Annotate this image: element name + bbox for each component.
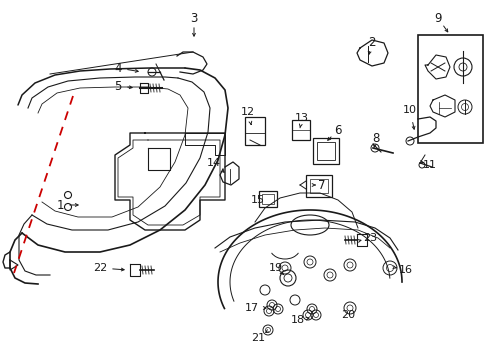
Text: 21: 21 — [250, 333, 264, 343]
Text: 11: 11 — [422, 160, 436, 170]
Text: 7: 7 — [318, 179, 325, 192]
Text: 13: 13 — [294, 113, 308, 123]
Text: 8: 8 — [371, 131, 379, 144]
Bar — [316, 142, 334, 160]
Bar — [262, 194, 273, 204]
Text: 10: 10 — [402, 105, 416, 115]
Text: 17: 17 — [244, 303, 259, 313]
Text: 15: 15 — [250, 195, 264, 205]
Bar — [305, 175, 331, 197]
Bar — [309, 179, 327, 193]
Text: 12: 12 — [241, 107, 255, 117]
Text: 2: 2 — [367, 36, 375, 49]
Text: 4: 4 — [114, 62, 122, 75]
Text: 1: 1 — [56, 198, 63, 212]
Bar — [291, 120, 309, 140]
Text: 19: 19 — [268, 263, 283, 273]
Text: 20: 20 — [340, 310, 354, 320]
Text: 6: 6 — [334, 123, 341, 136]
Text: 18: 18 — [290, 315, 305, 325]
Bar — [259, 191, 276, 207]
Text: 5: 5 — [114, 80, 122, 93]
Text: 9: 9 — [433, 12, 441, 24]
Text: 23: 23 — [362, 233, 376, 243]
Text: 16: 16 — [398, 265, 412, 275]
Text: 14: 14 — [206, 158, 221, 168]
Bar — [312, 138, 338, 164]
Text: 3: 3 — [190, 12, 197, 24]
Bar — [244, 117, 264, 145]
Bar — [417, 35, 482, 143]
Text: 22: 22 — [93, 263, 107, 273]
